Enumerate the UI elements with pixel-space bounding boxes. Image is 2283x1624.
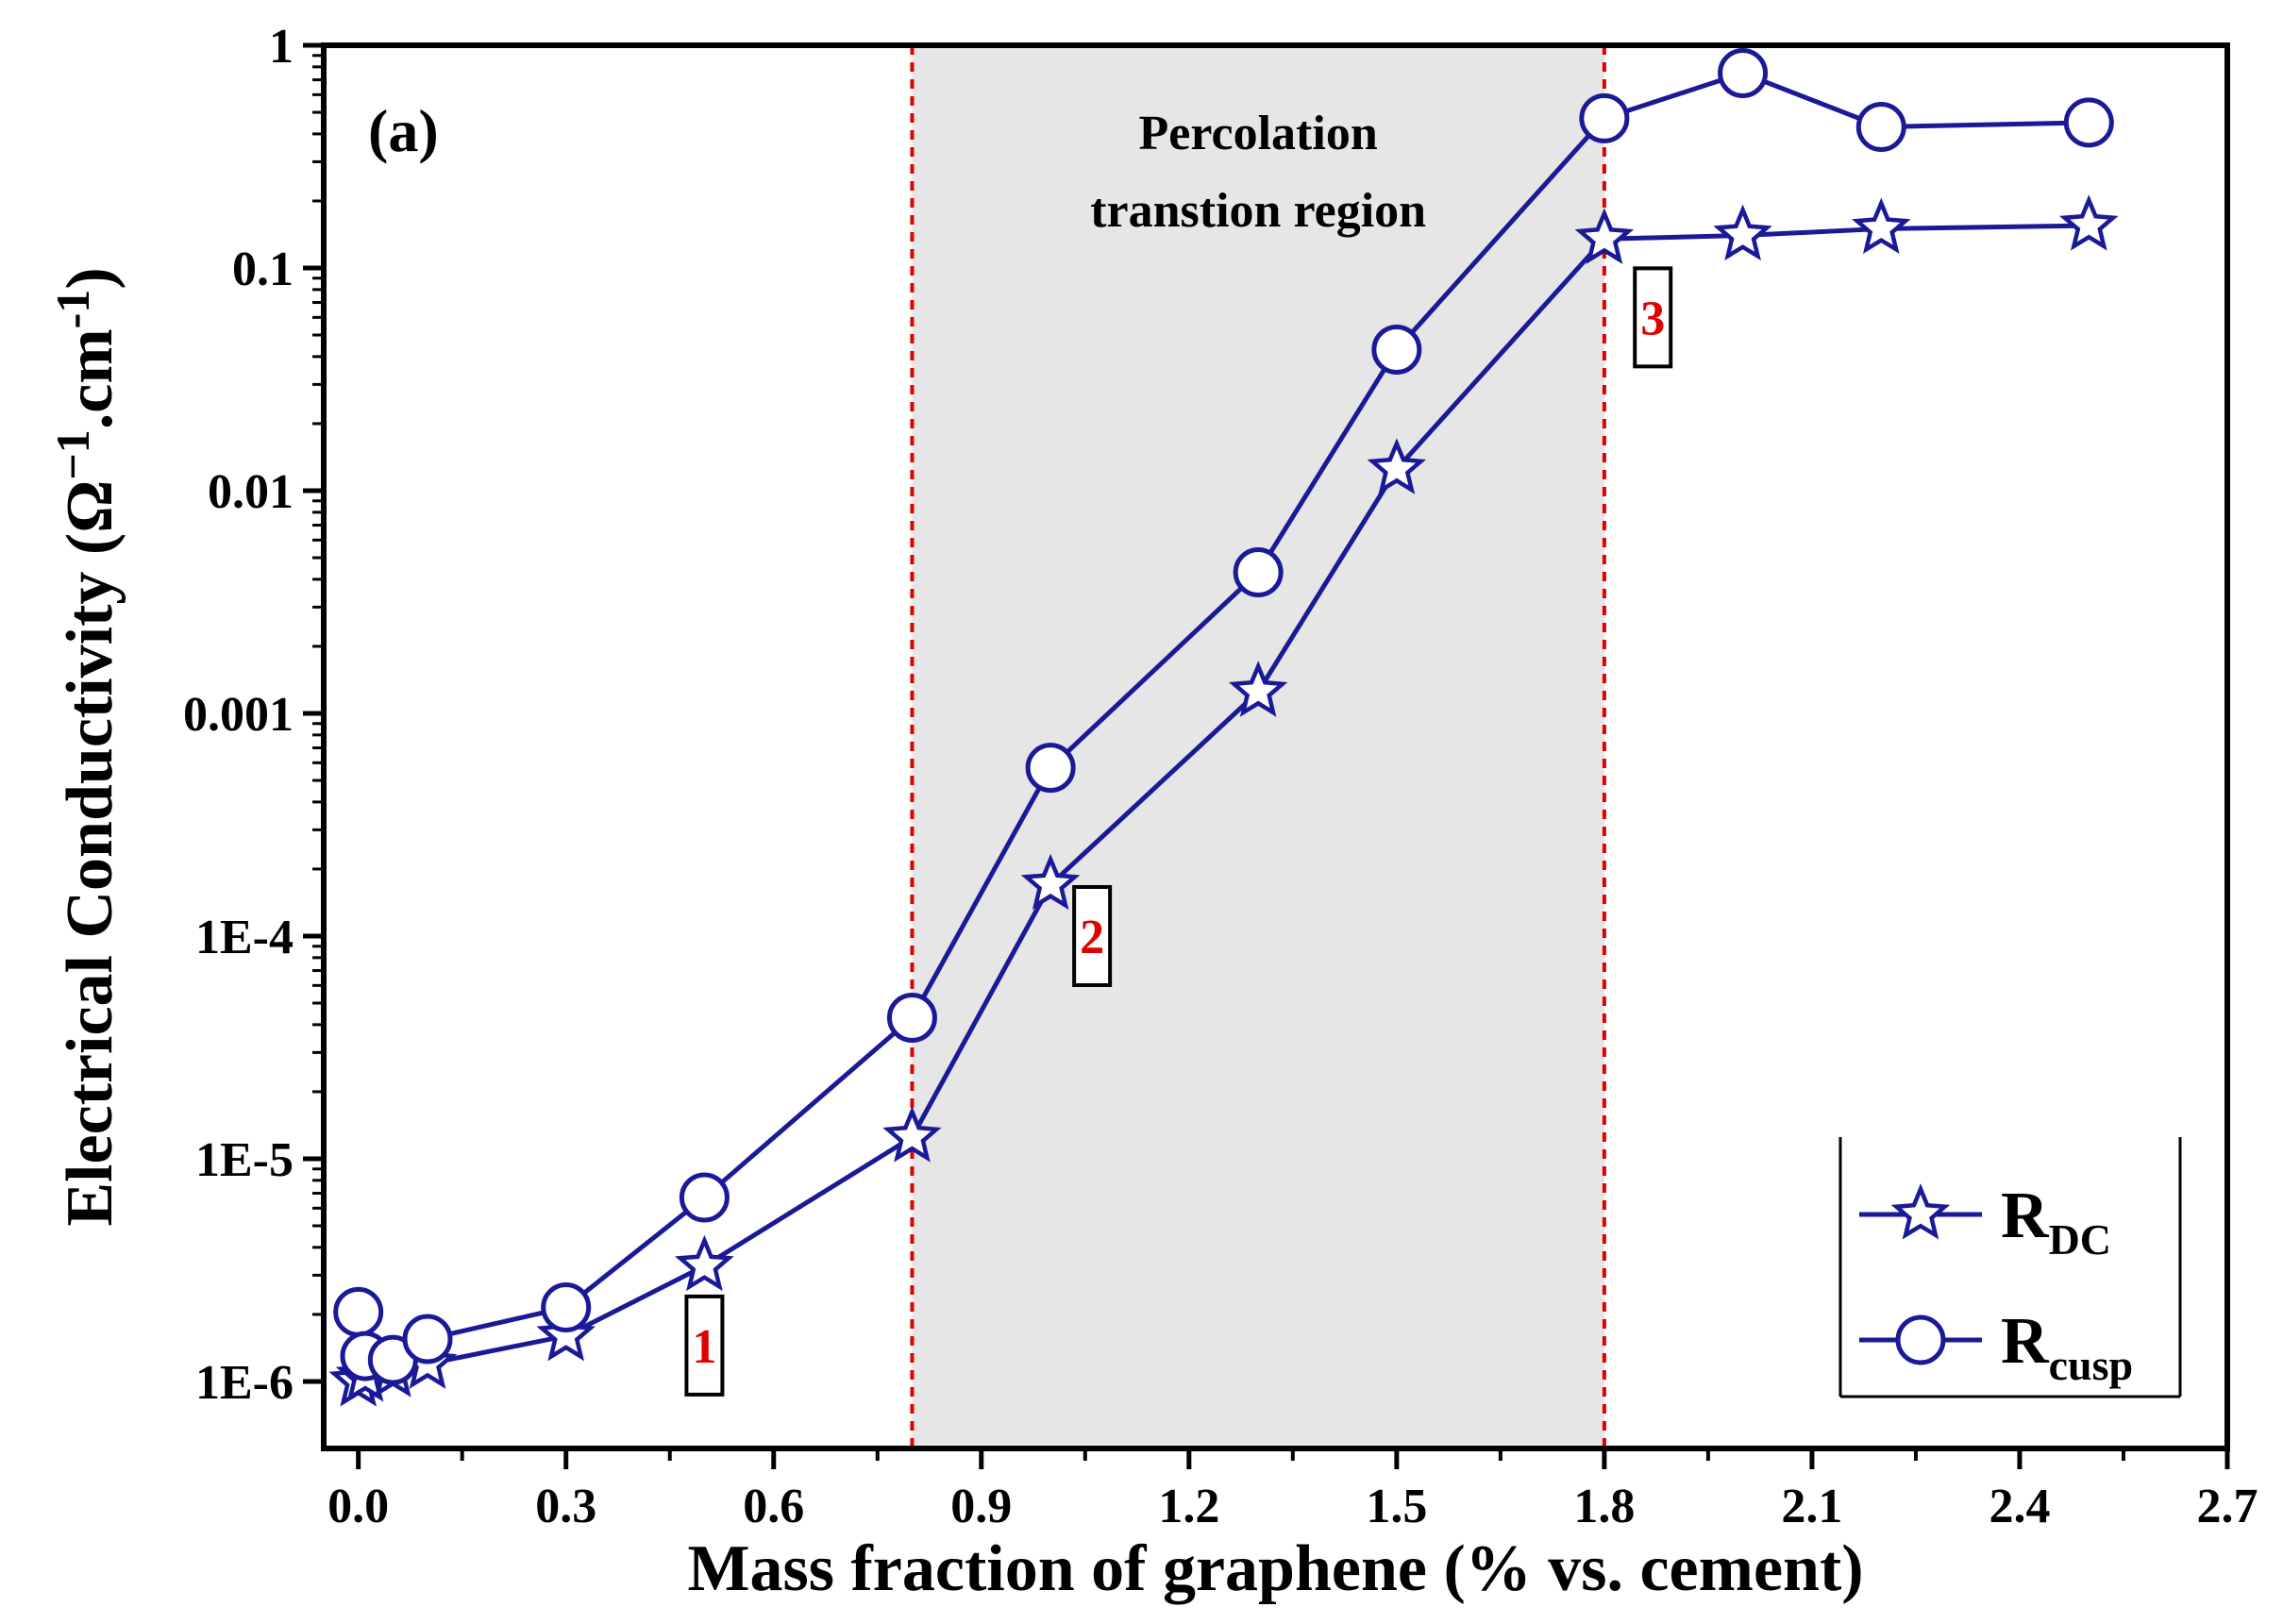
data-point-circle <box>402 1314 453 1364</box>
legend-marker-circle <box>1895 1314 1946 1365</box>
legend-label-sub: cusp <box>2049 1341 2133 1389</box>
data-point-circle <box>1371 324 1422 375</box>
x-tick-label: 1.8 <box>1573 1480 1635 1533</box>
panel-label: (a) <box>368 97 439 164</box>
region-label-line1: Percolation <box>1139 107 1378 160</box>
series-cusp <box>333 47 2114 1385</box>
data-point-star <box>1852 197 1911 255</box>
data-point-circle <box>1718 47 1769 98</box>
marker-box <box>1072 884 1113 987</box>
y-tick-label: 1E-6 <box>195 1356 294 1410</box>
marker-box <box>1633 266 1673 369</box>
y-axis-title-sup1: −1 <box>46 429 99 480</box>
legend-label-sub: DC <box>2049 1215 2111 1264</box>
y-tick-label: 1E-5 <box>195 1133 294 1187</box>
percolation-region <box>910 43 1606 1448</box>
legend-label-main: R <box>2001 1180 2050 1252</box>
data-point-star <box>1367 438 1427 494</box>
y-tick-label: 1 <box>269 20 294 74</box>
region-fill <box>912 45 1604 1448</box>
data-point-circle <box>1579 92 1630 143</box>
data-point-star <box>675 1234 734 1292</box>
data-point-circle <box>1025 743 1076 794</box>
data-point-star <box>2059 194 2119 251</box>
data-point-star <box>1020 853 1081 911</box>
point-marker-1: 1 <box>684 1294 725 1397</box>
y-tick-label: 0.01 <box>208 465 294 519</box>
data-point-circle <box>2063 97 2114 148</box>
y-axis-title-mid: .cm <box>54 328 126 429</box>
y-axis-title-sup2: -1 <box>46 290 99 329</box>
x-tick-label: 0.9 <box>950 1480 1012 1533</box>
x-axis-title: Mass fraction of graphene (% vs. cement) <box>687 1532 1863 1605</box>
legend-marker-star <box>1890 1183 1951 1240</box>
legend-entry-cusp: Rcusp <box>1859 1305 2133 1389</box>
y-axis-title-main: Electrical Conductivity (Ω <box>54 480 126 1227</box>
point-markers: 1 2 3 <box>684 266 1673 1397</box>
y-tick-label: 1E-4 <box>195 911 294 964</box>
data-point-star <box>1228 661 1288 717</box>
data-point-circle <box>333 1286 384 1337</box>
marker-label: 2 <box>1080 911 1104 964</box>
x-tick-label: 0.0 <box>327 1480 389 1533</box>
x-tick-label: 2.4 <box>1989 1480 2050 1533</box>
x-tick-label: 2.1 <box>1781 1480 1842 1533</box>
legend-label: RDC <box>2001 1180 2111 1264</box>
series-layer <box>328 47 2119 1407</box>
axis-ticks: 0.0 0.3 0.6 0.9 1.2 1.5 1.8 2.1 2.4 2.7 1E-6 1E-5 1E… <box>183 20 2258 1533</box>
data-point-star <box>882 1106 942 1163</box>
legend-entry-dc: RDC <box>1859 1180 2111 1264</box>
x-tick-label: 0.6 <box>743 1480 804 1533</box>
data-point-star <box>536 1304 596 1362</box>
x-tick-label: 1.5 <box>1366 1480 1427 1533</box>
y-tick-label: 0.1 <box>232 243 294 296</box>
data-point-circle <box>1855 101 1906 152</box>
marker-box <box>684 1294 725 1397</box>
x-tick-label: 2.7 <box>2197 1480 2258 1533</box>
legend-label-main: R <box>2001 1305 2050 1378</box>
data-point-star <box>1574 208 1635 264</box>
data-point-circle <box>541 1282 592 1333</box>
x-tick-label: 0.3 <box>535 1480 596 1533</box>
y-tick-label: 0.001 <box>183 688 294 742</box>
legend-label: Rcusp <box>2001 1305 2133 1389</box>
data-point-circle <box>1233 546 1284 597</box>
point-marker-3: 3 <box>1633 266 1673 369</box>
marker-label: 3 <box>1640 292 1665 345</box>
data-point-circle <box>679 1172 730 1223</box>
marker-label: 1 <box>692 1320 716 1374</box>
region-label-line2: transtion region <box>1090 184 1426 238</box>
data-point-circle <box>886 992 937 1043</box>
data-point-star <box>1713 204 1772 261</box>
y-axis-title-end: ) <box>54 267 126 289</box>
y-axis-title: Electrical Conductivity (Ω−1.cm-1) <box>46 267 126 1226</box>
point-marker-2: 2 <box>1072 884 1113 987</box>
x-tick-label: 1.2 <box>1158 1480 1219 1533</box>
